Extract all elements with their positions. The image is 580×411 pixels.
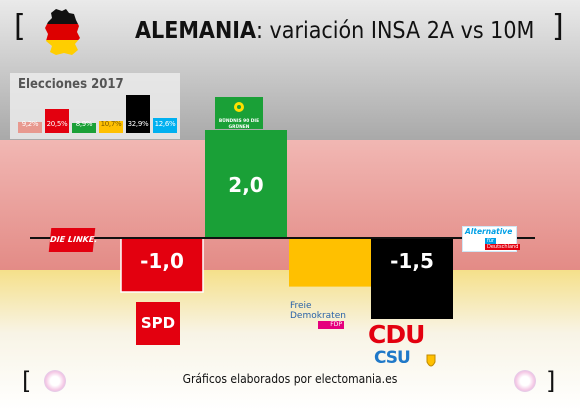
sunflower-icon [234,102,244,112]
gruene-logo-text: BÜNDNIS 90 DIE GRÜNEN [218,119,260,130]
title-bracket-left: [ [14,9,26,44]
electomania-right-icon [514,370,536,392]
election-2017-inset: Elecciones 2017 9,2% 20,5% 8,9% 10,7% 32,9% 1… [10,73,180,139]
title-text: : variación INSA 2A vs 10M [255,18,535,44]
spd-logo: SPD [136,302,180,345]
inset-bar [18,122,42,133]
fdp-logo-line1: Freie [290,301,312,311]
inset-bar [72,122,96,133]
flag-band-gold [0,270,580,411]
chart-title: ALEMANIA: variación INSA 2A vs 10M [135,18,534,44]
afd-logo-line1: Alternative [465,227,513,236]
footer-credit: Gráficos elaborados por electomania.es [182,372,398,386]
bar-fdp [289,238,371,287]
fdp-logo-line2: Demokraten [290,311,346,321]
spd-logo-text: SPD [140,314,176,332]
footer-bracket-left: [ [22,367,32,395]
afd-logo-line2: für [485,238,496,244]
afd-logo: Alternative für Deutschland [462,226,521,252]
cdu-csu-logo: CDU CSU [368,322,442,372]
inset-title: Elecciones 2017 [18,77,124,92]
data-label: -1,5 [390,249,434,273]
inset-bar-label: 10,7% [100,120,122,128]
title-bracket-right: ] [552,9,564,44]
inset-bar-label: 9,2% [21,120,39,128]
inset-bar-label: 32,9% [127,120,149,128]
linke-logo: DIE LINKE. [48,228,98,252]
bar-spd [120,237,204,293]
inset-bar [153,118,177,133]
fdp-logo: Freie Demokraten FDP [290,301,360,329]
fdp-logo-tag: FDP [318,321,344,329]
inset-bar [126,95,150,133]
inset-bar-label: 8,9% [75,120,93,128]
data-label: 2,0 [228,173,263,197]
inset-bar [45,109,69,133]
inset-bar [99,120,123,133]
data-label: -1,0 [140,249,184,273]
linke-logo-text: DIE LINKE. [49,235,98,244]
csu-logo-text: CSU [374,348,411,368]
electomania-left-icon [44,370,66,392]
afd-logo-line3: Deutschland [485,244,521,250]
bar-gr-ne [205,130,287,238]
inset-bar-label: 12,6% [154,120,176,128]
gruene-logo: BÜNDNIS 90 DIE GRÜNEN [215,97,263,130]
bar-cdu-csu [371,238,453,319]
germany-map-icon [45,9,80,55]
inset-bar-label: 20,5% [46,120,68,128]
csu-lion-icon [426,354,436,367]
footer-bracket-right: ] [546,367,556,395]
title-country: ALEMANIA [135,18,256,44]
cdu-logo-text: CDU [368,320,425,349]
